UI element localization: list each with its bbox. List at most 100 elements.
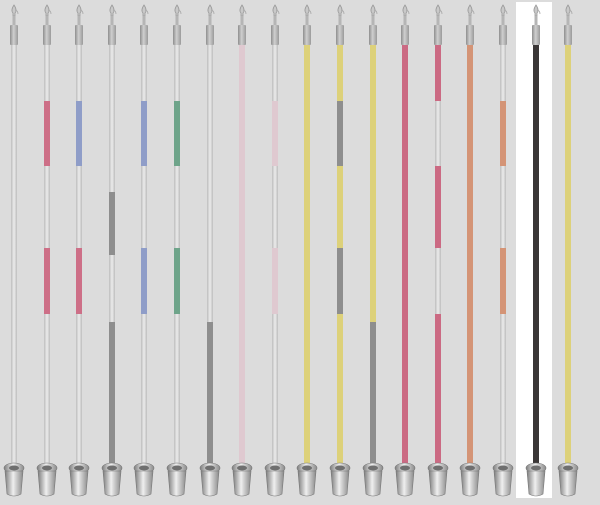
pole-cap (531, 25, 540, 45)
color-band-rose (434, 313, 441, 465)
pole-16[interactable] (487, 0, 519, 505)
pole-tube (565, 45, 572, 465)
color-band-dark (532, 45, 539, 465)
pole-5[interactable] (128, 0, 160, 505)
pole-tube (500, 45, 506, 465)
pole-base-icon (3, 462, 25, 498)
pole-base-icon (231, 462, 253, 498)
pole-7[interactable] (194, 0, 226, 505)
finial-icon (335, 4, 345, 26)
finial-icon (205, 4, 215, 26)
pole-cap (499, 25, 507, 45)
color-band-green (174, 100, 180, 166)
color-band-pink (43, 247, 50, 314)
pole-cap (336, 25, 344, 45)
pole-tube (304, 45, 311, 465)
color-band-green (174, 247, 180, 314)
pole-tube (43, 45, 50, 465)
finial-icon (139, 4, 149, 26)
color-band-gray (108, 322, 115, 465)
color-band-gray (206, 322, 213, 465)
pole-cap (42, 25, 51, 45)
pole-9[interactable] (259, 0, 291, 505)
pole-tube (337, 45, 343, 465)
color-band-yellow (337, 313, 343, 465)
pole-13[interactable] (389, 0, 421, 505)
pole-cap (270, 25, 279, 45)
pole-tube (532, 45, 539, 465)
pole-tube (434, 45, 441, 465)
pole-18[interactable] (552, 0, 584, 505)
pole-base-icon (362, 462, 384, 498)
pole-cap (238, 25, 247, 45)
color-band-rose (434, 45, 441, 101)
color-band-blush (271, 247, 278, 314)
pole-tube (239, 45, 246, 465)
pole-cap (564, 25, 573, 45)
color-band-gray (337, 247, 343, 314)
pole-12[interactable] (357, 0, 389, 505)
pole-6[interactable] (161, 0, 193, 505)
pole-cap (107, 25, 116, 45)
pole-cap (75, 25, 84, 45)
finial-icon (74, 4, 84, 26)
pole-1[interactable] (0, 0, 30, 505)
pole-base-icon (199, 462, 221, 498)
color-band-yellow (337, 45, 343, 101)
pole-tube (174, 45, 180, 465)
finial-icon (107, 4, 117, 26)
pole-tube (141, 45, 148, 465)
finial-icon (172, 4, 182, 26)
pole-tube (108, 45, 115, 465)
color-band-yellow (565, 45, 572, 465)
pole-base-icon (394, 462, 416, 498)
pole-14[interactable] (422, 0, 454, 505)
pole-2[interactable] (31, 0, 63, 505)
finial-icon (302, 4, 312, 26)
color-band-salmon (467, 45, 474, 465)
pole-tube (11, 45, 17, 465)
pole-tube (467, 45, 474, 465)
pole-base-icon (133, 462, 155, 498)
pole-cap (10, 25, 18, 45)
pole-8[interactable] (226, 0, 258, 505)
pole-base-icon (68, 462, 90, 498)
pole-base-icon (459, 462, 481, 498)
pole-4[interactable] (96, 0, 128, 505)
pole-cap (140, 25, 149, 45)
pole-cap (205, 25, 214, 45)
pole-15[interactable] (454, 0, 486, 505)
pole-3[interactable] (63, 0, 95, 505)
color-band-blush (239, 45, 246, 465)
finial-icon (563, 4, 573, 26)
pole-base-icon (525, 462, 547, 498)
finial-icon (237, 4, 247, 26)
color-band-gray (369, 322, 376, 465)
pole-base-icon (36, 462, 58, 498)
color-band-salmon (500, 100, 506, 166)
pole-10[interactable] (291, 0, 323, 505)
finial-icon (400, 4, 410, 26)
color-band-blue (76, 100, 83, 166)
finial-icon (270, 4, 280, 26)
pole-base-icon (557, 462, 579, 498)
pole-cap (466, 25, 475, 45)
color-band-rose (402, 45, 409, 465)
finial-icon (465, 4, 475, 26)
pole-17[interactable] (515, 0, 552, 505)
finial-icon (531, 4, 541, 26)
finial-icon (433, 4, 443, 26)
pole-cap (401, 25, 410, 45)
finial-icon (42, 4, 52, 26)
pole-cap (433, 25, 442, 45)
pole-11[interactable] (324, 0, 356, 505)
pole-tube (206, 45, 213, 465)
color-band-yellow (337, 165, 343, 248)
pole-base-icon (492, 462, 514, 498)
color-band-gray (108, 192, 115, 255)
finial-icon (498, 4, 508, 26)
color-band-pink (76, 247, 83, 314)
color-band-yellow (304, 45, 311, 465)
pole-cap (173, 25, 181, 45)
